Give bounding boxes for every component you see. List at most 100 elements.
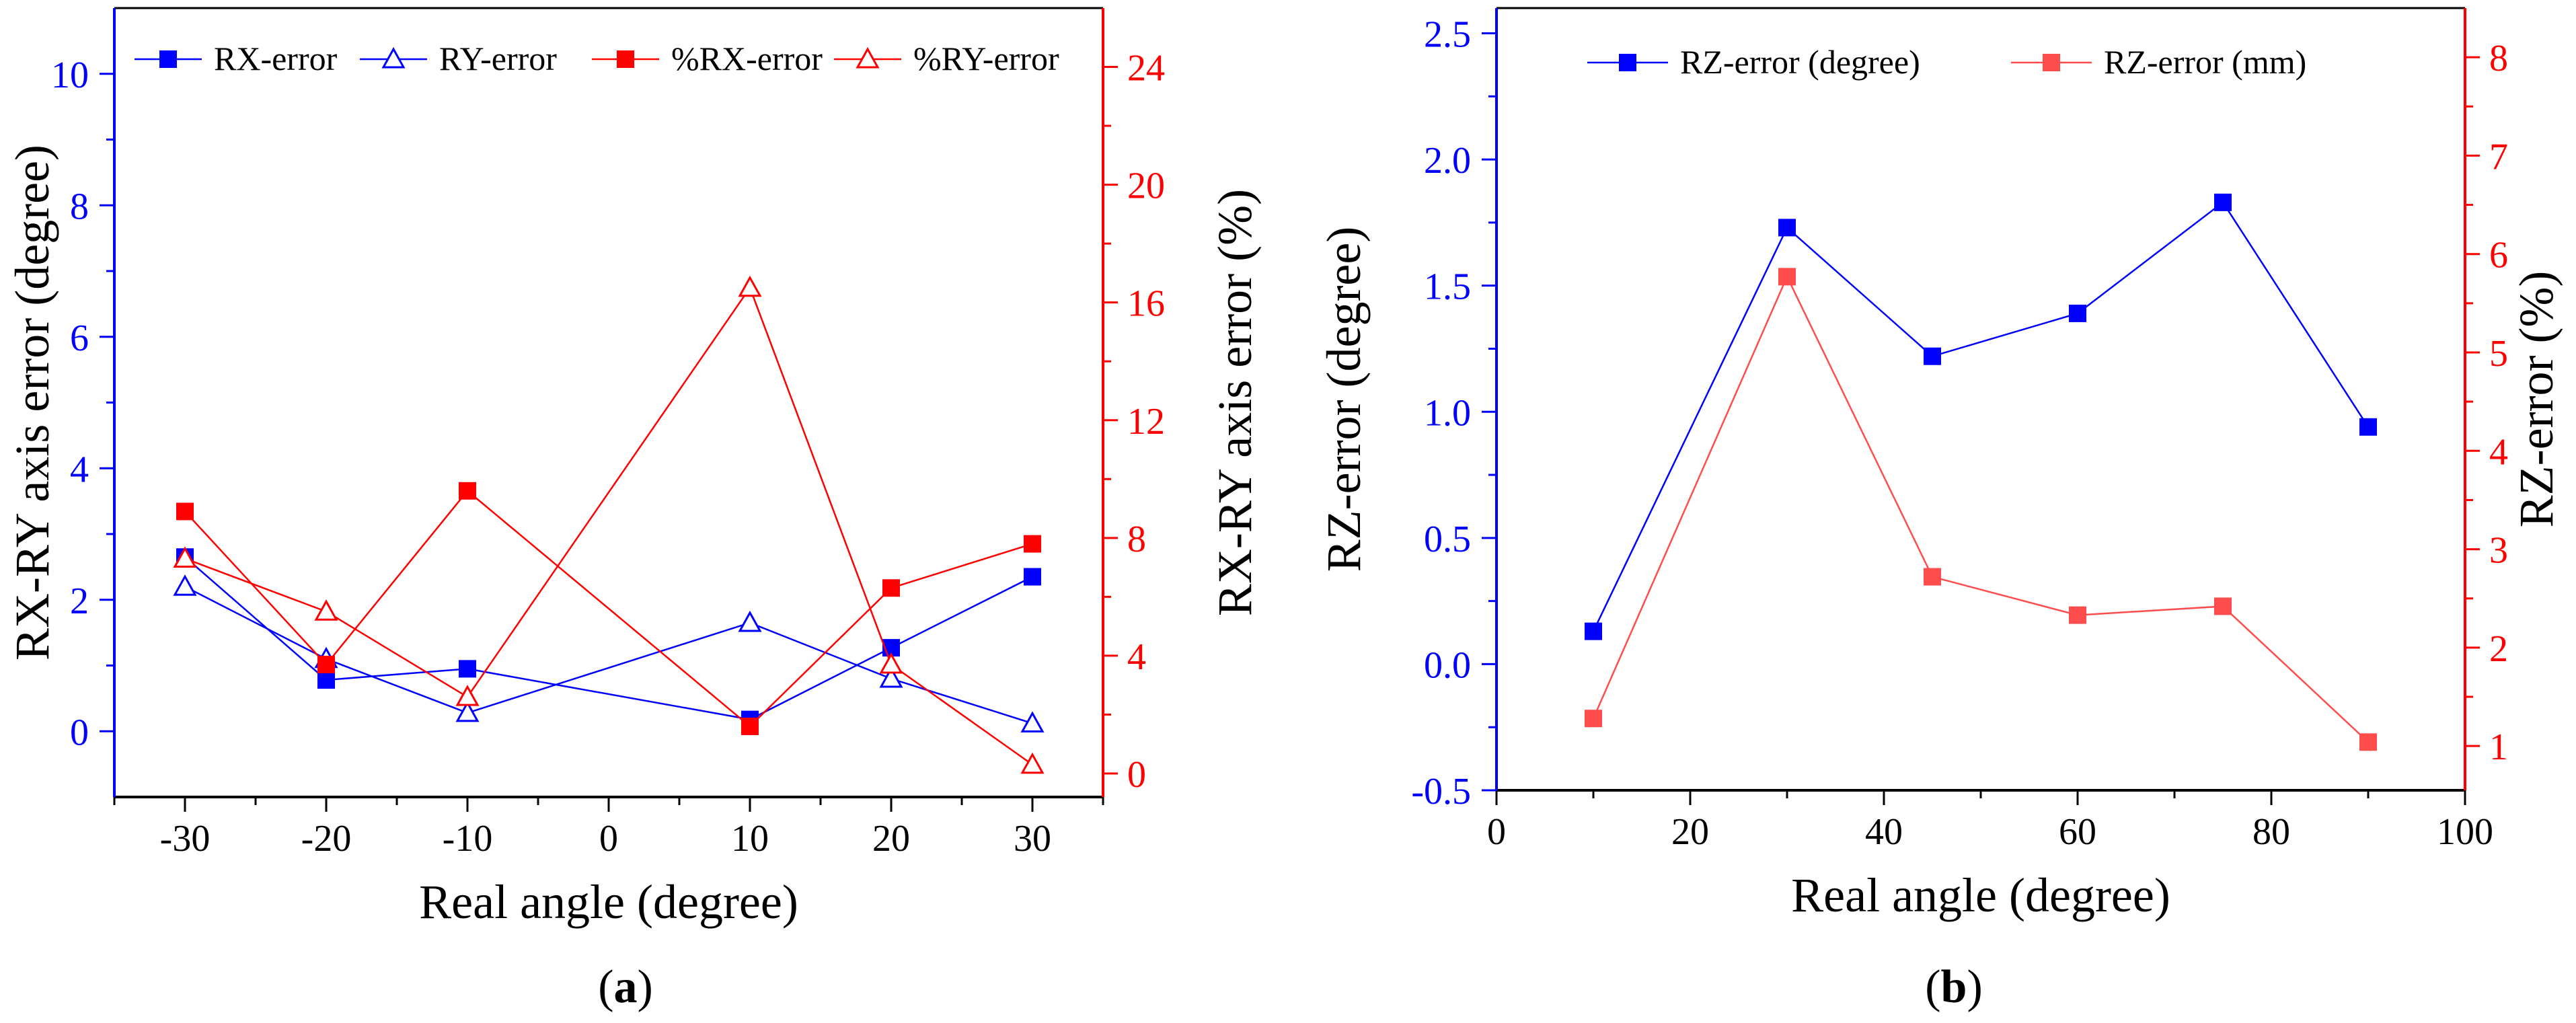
y-right-tick-label: 20	[1127, 165, 1165, 207]
data-point-rz-error-degree	[1778, 219, 1796, 237]
data-point-rz-error-mm	[2069, 606, 2086, 624]
data-point-pct-rx-error	[317, 656, 335, 674]
data-point-rz-error-mm	[1924, 568, 1941, 586]
y-right-tick-label: 3	[2489, 530, 2508, 572]
panel-b-chart: 0 20 40 60 80 100 -0.5 0.0 0.5 1.0 1.5 2.0 2.5 1 2 3 4 5 6…	[1317, 7, 2563, 922]
legend-label-rz-error-degree: RZ-error (degree)	[1680, 43, 1920, 81]
data-point-rz-error-degree	[2214, 193, 2232, 211]
y-right-tick-label: 1	[2489, 726, 2508, 768]
y-left-tick-label: -0.5	[1411, 771, 1471, 812]
legend-marker-rz-error-degree	[1619, 54, 1636, 71]
data-point-rz-error-degree	[2069, 304, 2086, 322]
y-axis-right-label: RZ-error (%)	[2509, 271, 2563, 528]
x-tick-label: 0	[1487, 811, 1506, 853]
data-point-pct-rx-error	[459, 482, 476, 500]
data-point-pct-rx-error	[1024, 535, 1041, 553]
y-right-tick-label: 8	[1127, 519, 1146, 560]
legend-marker-rz-error-mm	[2043, 54, 2060, 71]
data-point-rz-error-degree	[1924, 347, 1941, 365]
data-point-ry-error	[738, 610, 762, 632]
y-left-tick-label: 6	[70, 317, 89, 359]
data-point-pct-rx-error	[882, 579, 900, 597]
y-left-tick-label: 0.5	[1424, 519, 1471, 560]
data-point-ry-error	[1020, 711, 1045, 733]
data-point-rx-error	[1024, 568, 1041, 586]
legend-label-rx-error: RX-error	[214, 40, 338, 77]
data-point-rz-error-mm	[1778, 268, 1796, 286]
data-point-ry-error	[173, 574, 197, 596]
y-right-tick-label: 12	[1127, 401, 1165, 443]
series-line-rz-error-degree	[1592, 201, 2370, 632]
data-point-pct-ry-error	[455, 685, 480, 706]
y-left-tick-label: 1.5	[1424, 266, 1471, 308]
x-axis-label: Real angle (degree)	[1791, 868, 2170, 922]
data-point-pct-ry-error	[879, 652, 903, 674]
panel-b-caption: (b)	[1925, 961, 1983, 1013]
data-point-pct-ry-error	[738, 275, 762, 297]
y-left-tick-label: 10	[51, 54, 89, 96]
series-line-ry-error	[184, 586, 1033, 724]
legend-label-ry-error: RY-error	[439, 40, 557, 77]
data-point-pct-ry-error	[173, 546, 197, 568]
x-tick-label: 0	[599, 818, 618, 860]
data-point-pct-rx-error	[176, 502, 194, 521]
data-point-rx-error	[459, 660, 476, 678]
x-axis-label: Real angle (degree)	[419, 875, 798, 929]
y-axis-left-label: RZ-error (degree)	[1317, 227, 1371, 572]
series-line-pct-ry-error	[184, 286, 1033, 765]
x-tick-label: 20	[872, 818, 910, 860]
legend-marker-rx-error	[159, 50, 177, 68]
x-tick-label: 60	[2059, 811, 2096, 853]
data-point-pct-ry-error	[1020, 752, 1045, 774]
legend-marker-pct-ry-error	[856, 46, 880, 69]
legend-marker-pct-rx-error	[617, 50, 634, 68]
y-left-tick-label: 0	[70, 712, 89, 753]
y-right-tick-label: 16	[1127, 283, 1165, 325]
data-point-rz-error-mm	[1585, 710, 1602, 728]
legend-label-pct-rx-error: %RX-error	[671, 40, 823, 77]
x-tick-label: -30	[160, 818, 211, 860]
data-point-ry-error	[879, 666, 903, 688]
data-point-rz-error-degree	[1585, 622, 1602, 640]
series-line-rz-error-mm	[1592, 274, 2369, 743]
y-right-tick-label: 2	[2489, 628, 2508, 670]
x-tick-label: 10	[731, 818, 769, 860]
y-axis-left-label: RX-RY axis error (degree)	[5, 145, 59, 660]
data-point-rx-error	[317, 671, 335, 689]
series-line-rx-error	[184, 556, 1033, 720]
y-left-tick-label: 0.0	[1424, 644, 1471, 686]
x-tick-label: 30	[1014, 818, 1051, 860]
y-right-tick-label: 5	[2489, 333, 2508, 375]
y-left-tick-label: 2.0	[1424, 140, 1471, 182]
data-point-ry-error	[455, 700, 480, 722]
x-tick-label: -10	[443, 818, 493, 860]
y-left-tick-label: 2	[70, 580, 89, 622]
data-point-pct-rx-error	[741, 717, 759, 735]
y-right-tick-label: 4	[2489, 431, 2508, 473]
data-point-rz-error-degree	[2359, 418, 2377, 436]
data-point-pct-ry-error	[314, 599, 338, 621]
data-point-rz-error-mm	[2359, 733, 2377, 751]
y-right-tick-label: 8	[2489, 38, 2508, 79]
y-right-tick-label: 4	[1127, 636, 1146, 678]
x-tick-label: -20	[301, 818, 352, 860]
legend-label-rz-error-mm: RZ-error (mm)	[2104, 43, 2306, 81]
y-right-tick-label: 24	[1127, 48, 1165, 89]
x-tick-label: 100	[2437, 811, 2493, 853]
x-tick-label: 40	[1865, 811, 1903, 853]
y-axis-right-label: RX-RY axis error (%)	[1208, 189, 1262, 616]
series-line-pct-rx-error	[184, 490, 1033, 728]
legend-label-pct-ry-error: %RY-error	[913, 40, 1059, 77]
y-right-tick-label: 0	[1127, 754, 1146, 796]
panel-a-caption: (a)	[598, 961, 653, 1013]
y-left-tick-label: 8	[70, 186, 89, 227]
y-left-tick-label: 4	[70, 449, 89, 490]
y-left-tick-label: 1.0	[1424, 392, 1471, 434]
data-point-rz-error-mm	[2214, 597, 2232, 615]
x-tick-label: 20	[1671, 811, 1709, 853]
legend-marker-ry-error	[381, 46, 406, 69]
y-left-tick-label: 2.5	[1424, 14, 1471, 56]
x-tick-label: 80	[2252, 811, 2290, 853]
